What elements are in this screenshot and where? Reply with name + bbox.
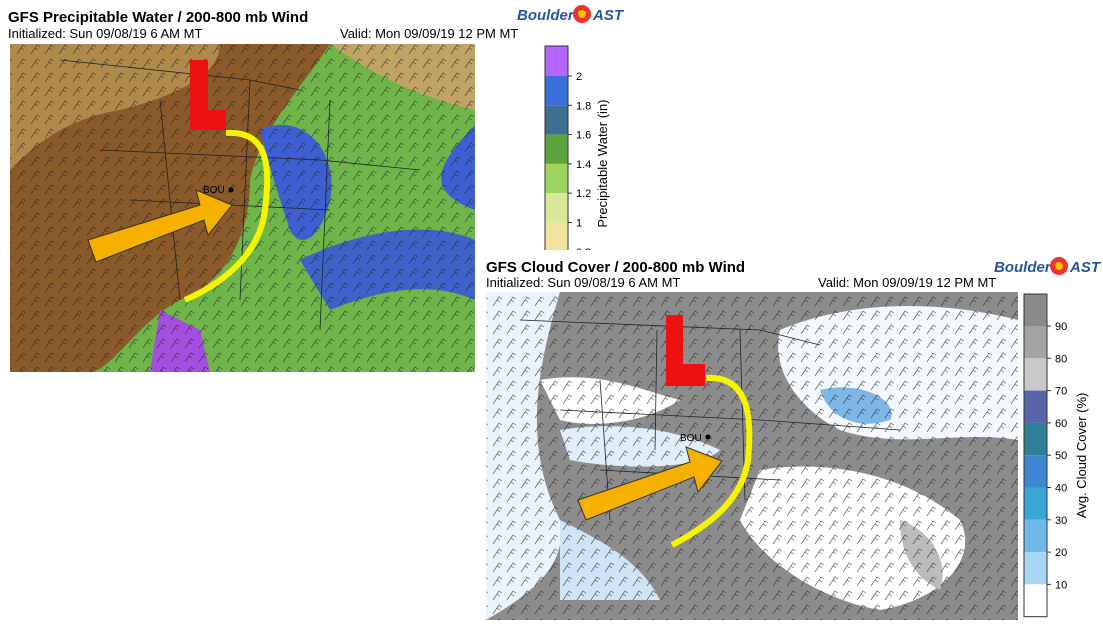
colorbar-tick-label: 1.2 — [576, 188, 591, 200]
panel-precip: GFS Precipitable Water / 200-800 mb Wind… — [8, 5, 625, 372]
colorbar-segment — [1024, 455, 1047, 488]
colorbar-segment — [545, 105, 568, 135]
station: BOU — [680, 433, 702, 444]
map — [10, 44, 475, 372]
colorbar-segment — [1024, 390, 1047, 423]
colorbar-tick-label: 1 — [576, 218, 582, 230]
colorbar-segment — [1024, 519, 1047, 553]
colorbar-tick-label: 1.4 — [576, 159, 591, 171]
logo-left: Boulder — [994, 259, 1052, 276]
colorbar-segment — [1024, 487, 1047, 520]
colorbar-tick-label: 40 — [1055, 483, 1067, 495]
colorbar-tick-label: 2 — [576, 71, 582, 83]
panel-cloud: GFS Cloud Cover / 200-800 mb Wind Initia… — [478, 250, 1103, 628]
colorbar-segment — [1024, 422, 1047, 456]
colorbar: 21.81.61.41.210.8Precipitable Water (in) — [544, 45, 610, 282]
colorbar-segment — [1024, 552, 1047, 585]
initialized: Initialized: Sun 09/08/19 6 AM MT — [8, 26, 202, 41]
colorbar: 90 80 70 60 50 40 30 20 10 Avg. Cloud Cover (%) — [1023, 293, 1089, 618]
colorbar-segment — [545, 134, 568, 164]
logo-right: AST — [1069, 259, 1102, 276]
station: BOU — [203, 185, 225, 196]
colorbar-tick-label: 80 — [1055, 353, 1067, 365]
initialized: Initialized: Sun 09/08/19 6 AM MT — [486, 275, 680, 290]
colorbar-tick-label: 30 — [1055, 515, 1067, 527]
colorbar-tick-label: 50 — [1055, 450, 1067, 462]
logo-right: AST — [592, 7, 625, 24]
colorbar-tick-label: 70 — [1055, 386, 1067, 398]
colorbar-tick-label: 20 — [1055, 547, 1067, 559]
colorbar-tick-label: 90 — [1055, 321, 1067, 333]
colorbar-segment — [545, 163, 568, 194]
logo-left: Boulder — [517, 7, 575, 24]
title: GFS Precipitable Water / 200-800 mb Wind — [8, 9, 308, 26]
colorbar-label: Precipitable Water (in) — [595, 99, 610, 227]
colorbar-tick-label: 1.8 — [576, 100, 591, 112]
colorbar-segment — [1024, 358, 1047, 391]
colorbar-tick-label: 10 — [1055, 579, 1067, 591]
valid: Valid: Mon 09/09/19 12 PM MT — [818, 275, 996, 290]
colorbar-segment — [545, 76, 568, 106]
colorbar-tick-label: 1.6 — [576, 130, 591, 142]
title: GFS Cloud Cover / 200-800 mb Wind — [486, 259, 745, 276]
logo: Boulder AST — [517, 5, 625, 24]
colorbar-label: Avg. Cloud Cover (%) — [1074, 393, 1089, 518]
colorbar-segment — [1024, 584, 1047, 617]
logo: Boulder AST — [994, 257, 1102, 276]
valid: Valid: Mon 09/09/19 12 PM MT — [340, 26, 518, 41]
colorbar-segment — [545, 193, 568, 223]
colorbar-segment — [545, 222, 568, 252]
colorbar-segment — [1024, 326, 1047, 359]
colorbar-segment — [545, 46, 568, 76]
colorbar-segment — [1024, 294, 1047, 326]
colorbar-tick-label: 60 — [1055, 418, 1067, 430]
map — [486, 292, 1018, 620]
